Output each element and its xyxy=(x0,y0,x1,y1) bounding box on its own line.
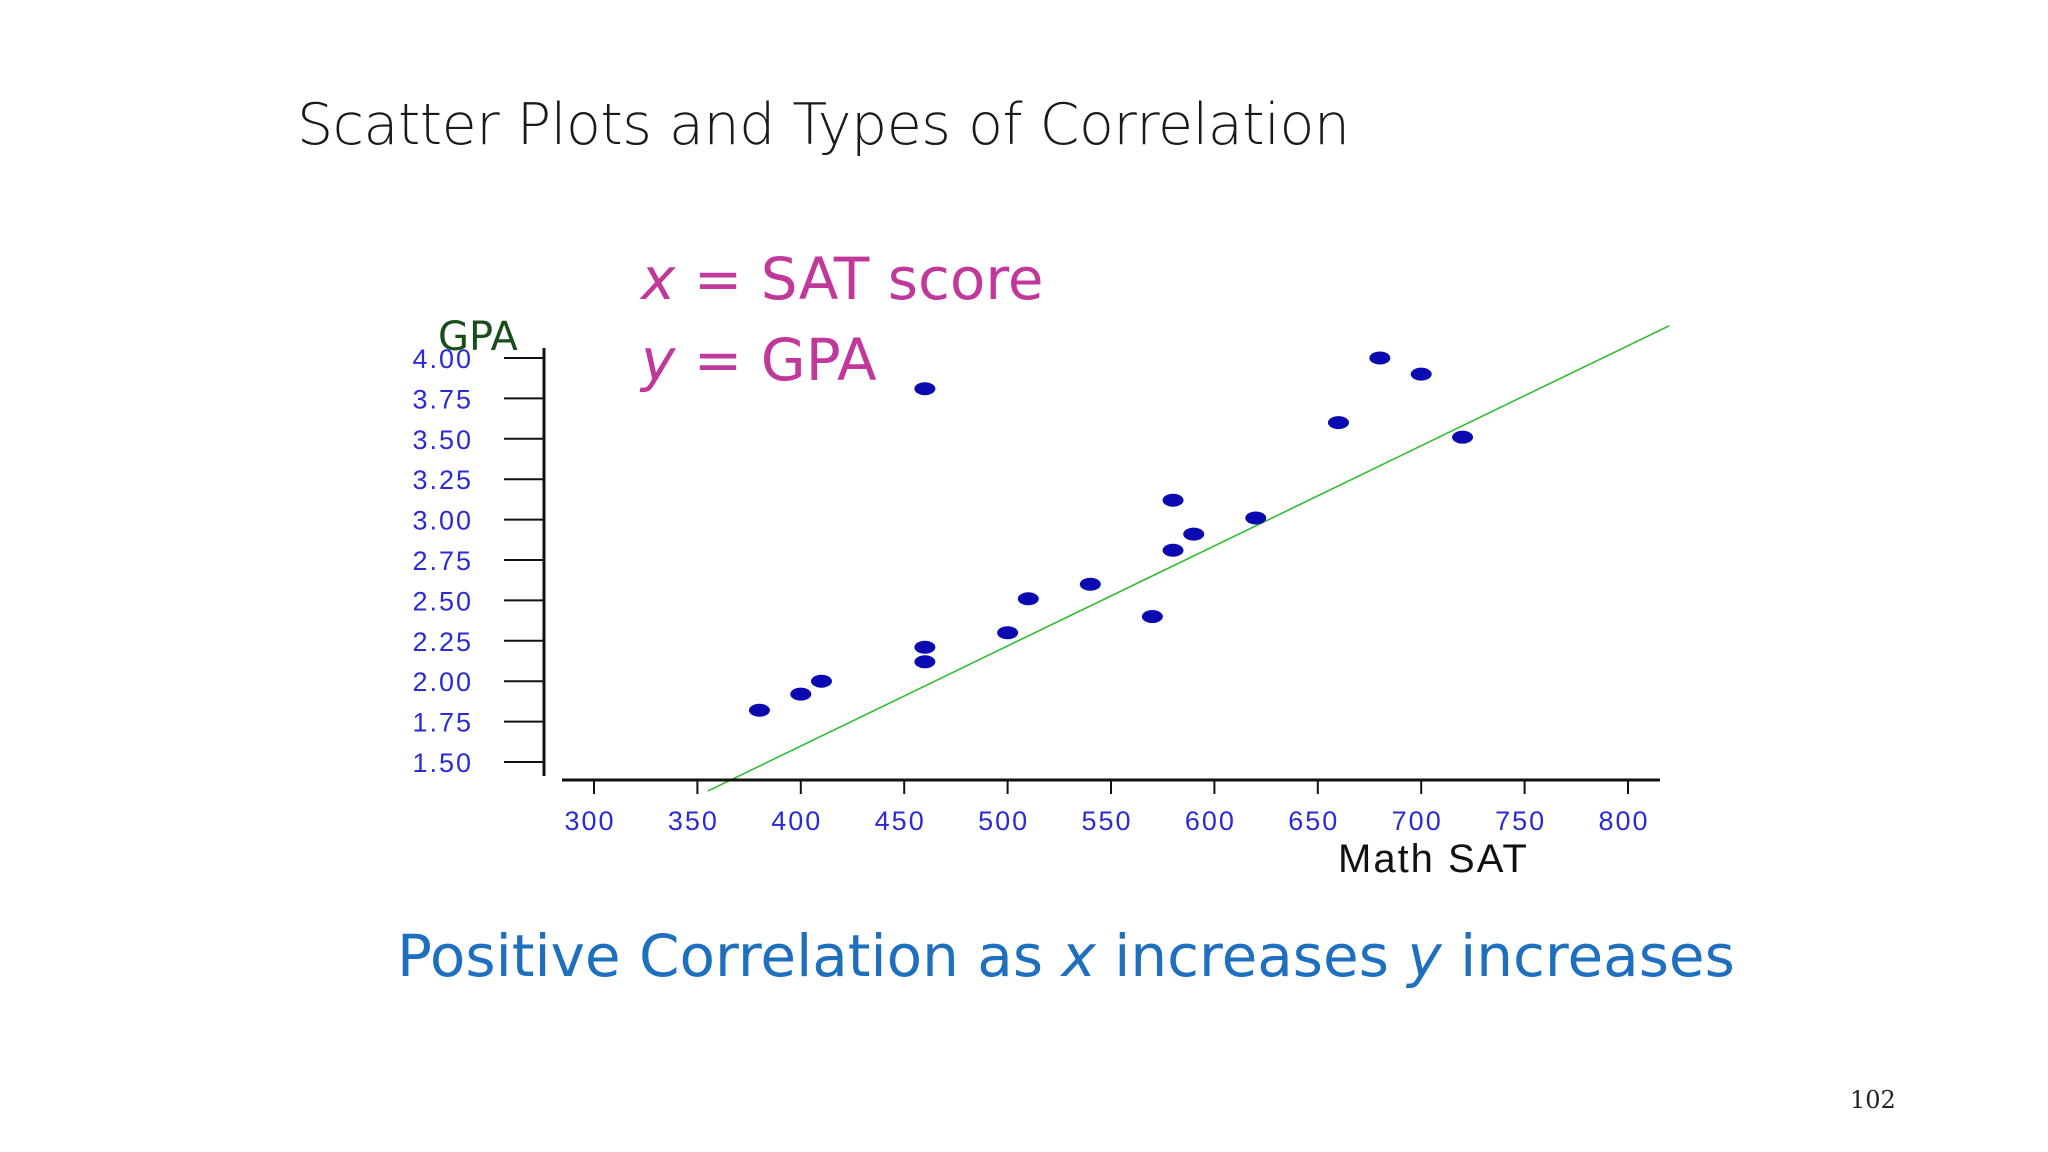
y-variable-definition: y = GPA xyxy=(641,326,877,394)
x-tick-label: 800 xyxy=(1598,806,1649,836)
data-point xyxy=(1369,351,1391,365)
data-point xyxy=(1183,527,1205,541)
x-axis: 300 350 400 450 500 550 600 650 700 750 800 xyxy=(562,778,1660,836)
y-tick-label: 2.25 xyxy=(412,627,473,657)
y-tick-label: 3.50 xyxy=(412,425,473,455)
y-tick-label: 3.75 xyxy=(412,384,473,414)
y-symbol: y xyxy=(641,326,676,394)
caption-part-3: increases xyxy=(1441,922,1735,990)
data-point xyxy=(748,703,770,717)
caption-part-2: increases xyxy=(1095,922,1408,990)
slide-title: Scatter Plots and Types of Correlation xyxy=(297,92,1350,158)
x-tick-label: 700 xyxy=(1392,806,1443,836)
x-tick-label: 450 xyxy=(875,806,926,836)
x-tick-label: 300 xyxy=(564,806,615,836)
x-symbol: x xyxy=(641,245,676,313)
x-tick-label: 750 xyxy=(1495,806,1546,836)
y-tick-label: 1.75 xyxy=(412,708,473,738)
data-point xyxy=(914,382,936,396)
correlation-caption: Positive Correlation as x increases y in… xyxy=(397,922,1735,990)
x-tick-label: 400 xyxy=(771,806,822,836)
y-tick-label: 2.75 xyxy=(412,546,473,576)
data-point xyxy=(914,655,936,669)
x-axis-title: Math SAT xyxy=(1338,837,1529,881)
data-point xyxy=(1245,511,1267,525)
y-tick-label: 1.50 xyxy=(412,748,473,778)
data-point xyxy=(1410,367,1432,381)
caption-part-1: Positive Correlation as xyxy=(397,922,1062,990)
data-point xyxy=(997,626,1019,640)
data-point xyxy=(790,687,812,701)
y-tick-label: 2.50 xyxy=(412,586,473,616)
data-points xyxy=(748,351,1474,717)
x-tick-label: 500 xyxy=(978,806,1029,836)
data-point xyxy=(810,674,832,688)
data-point xyxy=(914,640,936,654)
data-point xyxy=(1162,493,1184,507)
x-tick-label: 550 xyxy=(1081,806,1132,836)
x-variable-definition: x = SAT score xyxy=(641,245,1044,313)
y-tick-label: 3.00 xyxy=(412,506,473,536)
data-point xyxy=(1017,592,1039,606)
x-tick-label: 650 xyxy=(1288,806,1339,836)
y-tick-label: 2.00 xyxy=(412,667,473,697)
data-point xyxy=(1452,430,1474,444)
y-axis: 1.50 1.75 2.00 2.25 2.50 2.75 3.00 3.25 3.50 3.75… xyxy=(412,344,546,778)
caption-y: y xyxy=(1407,922,1442,990)
caption-x: x xyxy=(1061,922,1096,990)
y-definition-text: = GPA xyxy=(675,326,877,394)
page-number: 102 xyxy=(1850,1086,1896,1114)
y-tick-label: 3.25 xyxy=(412,465,473,495)
y-tick-label: 4.00 xyxy=(412,344,473,374)
x-tick-label: 600 xyxy=(1185,806,1236,836)
data-point xyxy=(1327,416,1349,430)
data-point xyxy=(1162,543,1184,557)
data-point xyxy=(1141,610,1163,624)
y-axis-title: GPA xyxy=(438,314,519,360)
x-tick-label: 350 xyxy=(668,806,719,836)
data-point xyxy=(1079,577,1101,591)
trend-line xyxy=(707,324,1670,792)
trend-line-group xyxy=(707,324,1670,792)
x-definition-text: = SAT score xyxy=(675,245,1044,313)
